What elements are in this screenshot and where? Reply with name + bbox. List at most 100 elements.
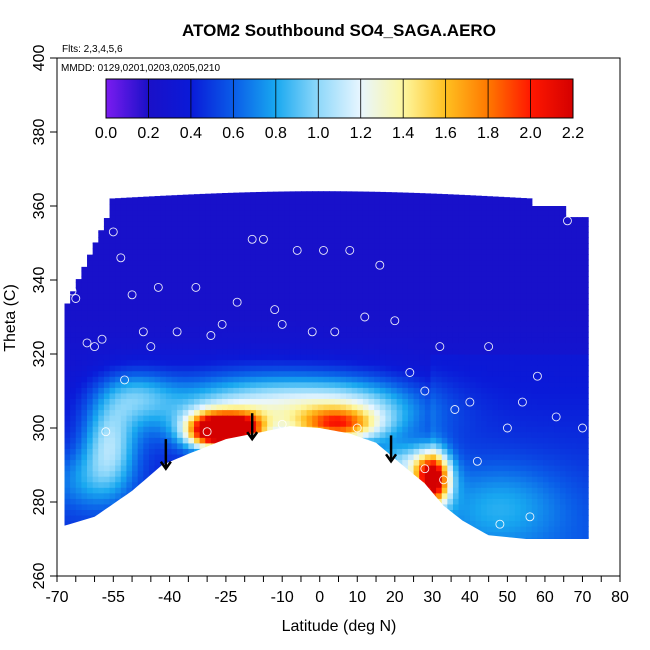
heatmap-cell <box>92 431 99 438</box>
heatmap-cell <box>424 459 432 466</box>
heatmap-cell <box>194 309 201 316</box>
heatmap-cell <box>582 304 589 311</box>
heatmap-cell <box>205 381 212 388</box>
heatmap-cell <box>103 426 111 433</box>
heatmap-cell <box>143 442 150 449</box>
heatmap-cell <box>413 192 420 194</box>
heatmap-cell <box>323 376 330 383</box>
heatmap-cell <box>503 281 510 288</box>
heatmap-cell <box>81 420 88 427</box>
heatmap-cell <box>374 376 381 383</box>
heatmap-cell <box>64 320 71 327</box>
heatmap-cell <box>481 381 488 388</box>
heatmap-cell <box>120 270 128 277</box>
heatmap-cell <box>548 265 555 272</box>
heatmap-cell <box>492 265 499 272</box>
heatmap-cell <box>582 509 589 516</box>
heatmap-cell <box>103 287 111 294</box>
heatmap-cell <box>469 426 477 433</box>
heatmap-cell <box>334 204 341 211</box>
heatmap-cell <box>278 376 285 383</box>
heatmap-cell <box>458 431 465 438</box>
heatmap-cell <box>132 270 139 277</box>
heatmap-cell <box>430 431 437 438</box>
heatmap-cell <box>503 498 510 505</box>
heatmap-cell <box>109 376 116 383</box>
heatmap-cell <box>148 265 156 272</box>
heatmap-cell <box>267 392 274 399</box>
heatmap-cell <box>565 365 572 372</box>
heatmap-cell <box>430 292 437 300</box>
heatmap-cell <box>514 281 522 288</box>
heatmap-cell <box>475 403 482 411</box>
heatmap-cell <box>278 292 285 300</box>
heatmap-cell <box>216 426 223 433</box>
heatmap-cell <box>413 259 420 266</box>
heatmap-cell <box>115 409 122 416</box>
heatmap-cell <box>526 387 533 394</box>
heatmap-cell <box>160 309 167 316</box>
heatmap-cell <box>329 259 336 266</box>
heatmap-cell <box>498 465 505 472</box>
heatmap-cell <box>132 198 139 205</box>
heatmap-cell <box>548 331 555 338</box>
heatmap-cell <box>194 442 201 449</box>
heatmap-cell <box>424 320 432 327</box>
heatmap-cell <box>244 259 251 266</box>
heatmap-cell <box>582 259 589 266</box>
heatmap-cell <box>340 243 347 250</box>
heatmap-cell <box>469 243 477 250</box>
heatmap-cell <box>396 320 403 327</box>
heatmap-cell <box>543 381 550 388</box>
heatmap-cell <box>154 359 161 366</box>
heatmap-cell <box>216 281 223 288</box>
heatmap-cell <box>205 376 212 383</box>
heatmap-cell <box>115 431 122 438</box>
heatmap-cell <box>458 465 465 472</box>
heatmap-cell <box>278 270 285 277</box>
heatmap-cell <box>447 387 454 394</box>
heatmap-cell <box>509 409 516 416</box>
heatmap-cell <box>244 292 251 300</box>
heatmap-cell <box>582 292 589 300</box>
heatmap-cell <box>526 376 533 383</box>
heatmap-cell <box>458 503 465 510</box>
heatmap-cell <box>430 453 437 461</box>
heatmap-cell <box>481 526 488 533</box>
heatmap-cell <box>126 403 133 411</box>
heatmap-cell <box>430 342 437 350</box>
heatmap-cell <box>537 359 544 366</box>
heatmap-cell <box>509 420 516 427</box>
heatmap-cell <box>317 415 325 422</box>
heatmap-cell <box>475 381 482 388</box>
heatmap-cell <box>233 215 240 222</box>
heatmap-cell <box>194 198 201 205</box>
heatmap-cell <box>154 254 161 261</box>
heatmap-cell <box>520 381 527 388</box>
heatmap-cell <box>346 376 353 383</box>
heatmap-cell <box>272 270 280 277</box>
heatmap-cell <box>526 337 533 344</box>
heatmap-cell <box>464 204 471 211</box>
heatmap-cell <box>374 365 381 372</box>
heatmap-cell <box>531 320 539 327</box>
heatmap-cell <box>75 337 82 344</box>
heatmap-cell <box>514 376 522 383</box>
heatmap-cell <box>498 498 505 505</box>
heatmap-cell <box>98 270 105 277</box>
heatmap-cell <box>239 215 246 222</box>
heatmap-cell <box>75 487 82 494</box>
heatmap-cell <box>436 248 443 255</box>
heatmap-cell <box>194 237 201 244</box>
heatmap-cell <box>329 387 336 394</box>
heatmap-cell <box>469 237 477 244</box>
heatmap-cell <box>165 354 173 361</box>
heatmap-cell <box>340 387 347 394</box>
heatmap-cell <box>272 331 280 338</box>
heatmap-cell <box>199 298 206 305</box>
heatmap-cell <box>430 370 437 377</box>
heatmap-cell <box>227 270 235 277</box>
heatmap-cell <box>526 215 533 222</box>
heatmap-cell <box>452 220 460 227</box>
heatmap-cell <box>492 259 499 266</box>
